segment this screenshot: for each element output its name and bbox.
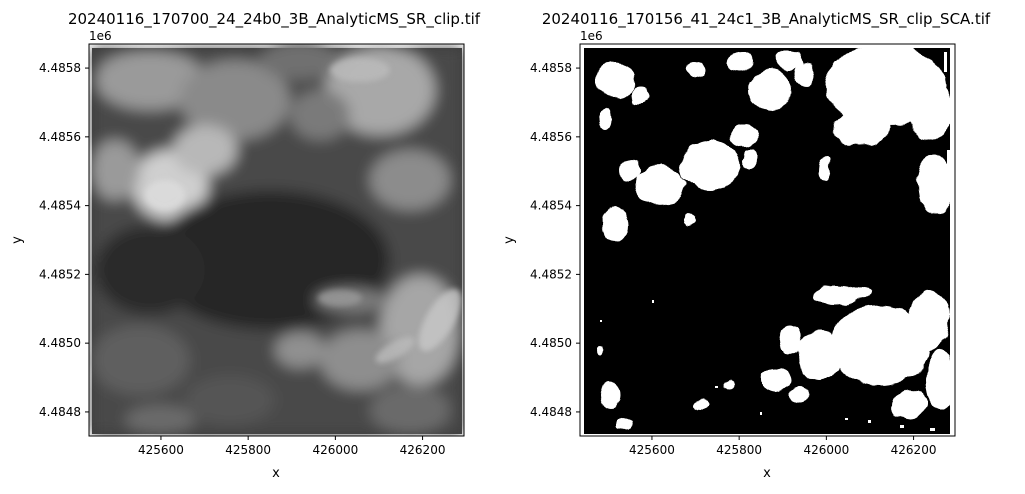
y-tick-label-right: 4.4856 [530,130,572,144]
raster-image-right [580,44,955,436]
x-axis-label-left: x [272,466,280,481]
y-tick-label-left: 4.4852 [39,267,81,281]
y-tick-label-right: 4.4858 [530,61,572,75]
raster-image-left [89,44,464,436]
x-tick-label-right: 426200 [891,443,937,457]
axis-ticks-right: 425600 425800 426000 426200 4.4848 4.4850 4.48… [530,61,936,457]
y-tick-label-right: 4.4854 [530,199,572,213]
x-tick-label-left: 426000 [312,443,358,457]
x-tick-label-left: 425800 [225,443,271,457]
x-tick-label-right: 425800 [716,443,762,457]
x-tick-label-left: 426200 [400,443,446,457]
y-tick-label-left: 4.4854 [39,199,81,213]
y-offset-label-right: 1e6 [580,29,603,43]
y-tick-label-right: 4.4848 [530,405,572,419]
y-tick-label-right: 4.4850 [530,336,572,350]
axis-ticks-left: 425600 425800 426000 426200 4.4848 4.4850 4.48… [39,61,445,457]
y-tick-label-left: 4.4848 [39,405,81,419]
plot-frame-right [579,43,956,437]
y-axis-label-right: y [502,236,517,244]
chart-panel-right: 20240116_170156_41_24c1_3B_AnalyticMS_SR… [502,10,991,481]
chart-title-left: 20240116_170700_24_24b0_3B_AnalyticMS_SR… [68,10,481,29]
chart-panel-left: 20240116_170700_24_24b0_3B_AnalyticMS_SR… [10,10,481,481]
y-offset-label-left: 1e6 [89,29,112,43]
x-tick-label-left: 425600 [138,443,184,457]
plot-frame-left [88,43,465,437]
x-tick-label-right: 425600 [629,443,675,457]
y-tick-label-left: 4.4856 [39,130,81,144]
y-tick-label-left: 4.4858 [39,61,81,75]
y-tick-label-right: 4.4852 [530,267,572,281]
y-axis-label-left: y [10,236,25,244]
x-axis-label-right: x [763,466,771,481]
x-tick-label-right: 426000 [803,443,849,457]
chart-title-right: 20240116_170156_41_24c1_3B_AnalyticMS_SR… [542,10,991,29]
y-tick-label-left: 4.4850 [39,336,81,350]
